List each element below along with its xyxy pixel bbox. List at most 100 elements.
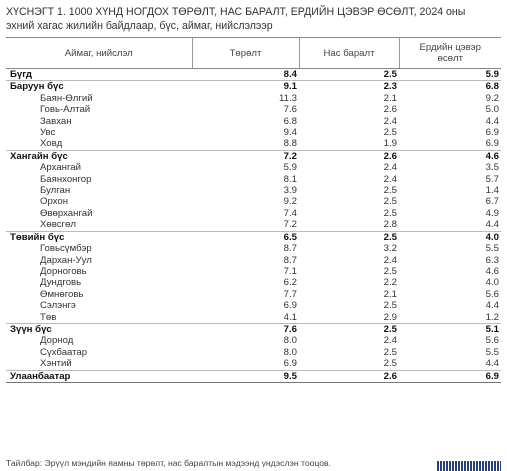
cell-death: 2.5	[383, 207, 397, 219]
cell-death: 2.5	[299, 67, 399, 81]
cell-death: 2.5	[383, 358, 397, 370]
cell-birth: 6.8	[283, 115, 297, 127]
cell-birth: 8.7	[283, 254, 297, 266]
cell-growth: 9.2	[485, 92, 499, 104]
table-row: Өвөрхангай 7.4 2.5 4.9	[6, 208, 501, 219]
cell-name: Өмнөговь	[40, 288, 84, 300]
cell-growth: 6.9	[399, 369, 501, 383]
cell-growth: 1.2	[485, 311, 499, 323]
cell-birth: 8.0	[283, 335, 297, 347]
cell-name: Говьсүмбэр	[40, 243, 92, 255]
cell-growth: 5.0	[485, 104, 499, 116]
cell-birth: 7.6	[192, 322, 299, 336]
cell-growth: 4.4	[485, 300, 499, 312]
cell-birth: 7.6	[283, 104, 297, 116]
cell-birth: 9.5	[192, 369, 299, 383]
table-row: Ховд 8.8 1.9 6.9	[6, 138, 501, 150]
cell-growth: 5.5	[485, 346, 499, 358]
cell-growth: 5.1	[399, 322, 501, 336]
table-row: Баянхонгор 8.1 2.4 5.7	[6, 174, 501, 185]
cell-death: 2.4	[383, 335, 397, 347]
cell-name: Баруун бүс	[6, 80, 192, 93]
cell-death: 3.2	[383, 243, 397, 255]
table-row: Дорнод 8.0 2.4 5.6	[6, 335, 501, 346]
cell-name: Завхан	[40, 115, 72, 127]
cell-name: Хэнтий	[40, 358, 72, 370]
table-row: Дундговь 6.2 2.2 4.0	[6, 277, 501, 288]
cell-name: Дархан-Уул	[40, 254, 92, 266]
cell-growth: 5.6	[485, 288, 499, 300]
table-row: Баруун бүс 9.1 2.3 6.8	[6, 80, 501, 93]
cell-birth: 7.4	[283, 207, 297, 219]
cell-birth: 6.9	[283, 300, 297, 312]
cell-name: Дундговь	[40, 277, 82, 289]
cell-growth: 3.5	[485, 162, 499, 174]
table-row: Хангайн бүс 7.2 2.6 4.6	[6, 149, 501, 163]
cell-name: Өвөрхангай	[40, 207, 93, 219]
table-row: Бүгд 8.4 2.5 5.9	[6, 67, 501, 81]
cell-growth: 5.7	[485, 173, 499, 185]
header-death: Нас баралт	[298, 37, 399, 69]
cell-birth: 9.2	[283, 196, 297, 208]
cell-name: Баян-Өлгий	[40, 92, 93, 104]
cell-name: Булган	[40, 185, 71, 197]
cell-name: Зүүн бүс	[6, 322, 192, 336]
table-row: Улаанбаатар 9.5 2.6 6.9	[6, 369, 501, 383]
cell-birth: 5.9	[283, 162, 297, 174]
cell-birth: 8.7	[283, 243, 297, 255]
table-row: Говьсүмбэр 8.7 3.2 5.5	[6, 243, 501, 254]
table-row: Сэлэнгэ 6.9 2.5 4.4	[6, 300, 501, 311]
cell-death: 2.6	[383, 104, 397, 116]
cell-growth: 5.9	[399, 67, 501, 81]
cell-growth: 5.6	[485, 335, 499, 347]
cell-death: 2.5	[299, 230, 399, 244]
table-title: ХҮСНЭГТ 1. 1000 ХҮНД НОГДОХ ТӨРӨЛТ, НАС …	[6, 5, 506, 33]
cell-name: Ховд	[40, 138, 63, 150]
cell-birth: 8.0	[283, 346, 297, 358]
cell-birth: 7.7	[283, 288, 297, 300]
header-region: Аймаг, нийслэл	[6, 37, 192, 69]
cell-death: 2.1	[383, 288, 397, 300]
cell-name: Төв	[40, 311, 57, 323]
cell-name: Бүгд	[6, 67, 192, 81]
table-row: Төв 4.1 2.9 1.2	[6, 312, 501, 324]
cell-name: Сүхбаатар	[40, 346, 88, 358]
cell-death: 2.5	[383, 346, 397, 358]
cell-birth: 6.5	[192, 230, 299, 244]
cell-name: Говь-Алтай	[40, 104, 91, 116]
cell-death: 2.3	[299, 80, 399, 93]
cell-growth: 6.9	[485, 127, 499, 139]
table-row: Дархан-Уул 8.7 2.4 6.3	[6, 255, 501, 266]
cell-name: Орхон	[40, 196, 69, 208]
header-growth-line-1: Ердийн цэвэр	[419, 42, 481, 53]
title-line-1: ХҮСНЭГТ 1. 1000 ХҮНД НОГДОХ ТӨРӨЛТ, НАС …	[6, 6, 466, 18]
cell-growth: 4.4	[485, 115, 499, 127]
table-row: Хэнтий 6.9 2.5 4.4	[6, 358, 501, 370]
table-row: Сүхбаатар 8.0 2.5 5.5	[6, 347, 501, 358]
cell-death: 2.5	[383, 196, 397, 208]
qr-code-icon	[437, 461, 501, 471]
cell-name: Архангай	[40, 162, 81, 174]
cell-growth: 4.0	[399, 230, 501, 244]
table-row: Говь-Алтай 7.6 2.6 5.0	[6, 104, 501, 115]
cell-name: Баянхонгор	[40, 173, 92, 185]
cell-birth: 3.9	[283, 185, 297, 197]
cell-growth: 4.6	[485, 265, 499, 277]
cell-birth: 7.2	[283, 219, 297, 231]
header-growth: Ердийн цэвэр өсөлт	[398, 37, 501, 69]
cell-death: 2.5	[299, 322, 399, 336]
cell-growth: 4.9	[485, 207, 499, 219]
cell-birth: 6.2	[283, 277, 297, 289]
cell-death: 2.1	[383, 92, 397, 104]
cell-birth: 8.8	[283, 138, 297, 150]
table-row: Орхон 9.2 2.5 6.7	[6, 196, 501, 207]
table-row: Төвийн бүс 6.5 2.5 4.0	[6, 230, 501, 244]
header-growth-line-2: өсөлт	[437, 53, 463, 64]
table-row: Хөвсгөл 7.2 2.8 4.4	[6, 219, 501, 231]
table-row: Дорноговь 7.1 2.5 4.6	[6, 266, 501, 277]
cell-name: Улаанбаатар	[6, 369, 192, 383]
cell-growth: 1.4	[485, 185, 499, 197]
cell-death: 2.8	[383, 219, 397, 231]
table-row: Увс 9.4 2.5 6.9	[6, 127, 501, 138]
header-row: Аймаг, нийслэл Төрөлт Нас баралт Ердийн …	[6, 37, 501, 69]
